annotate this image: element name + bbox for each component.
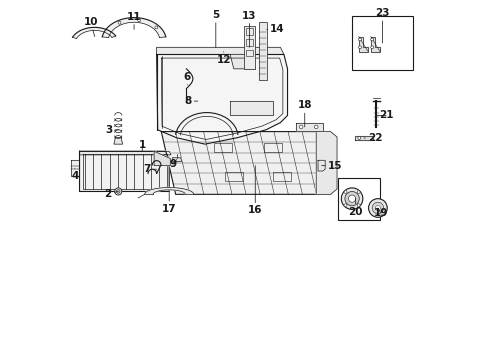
Text: 13: 13 (242, 11, 256, 47)
Circle shape (299, 125, 303, 129)
Circle shape (370, 38, 373, 41)
Text: 19: 19 (373, 208, 387, 218)
Polygon shape (161, 132, 330, 194)
Polygon shape (172, 158, 182, 161)
Text: 18: 18 (297, 100, 311, 127)
Polygon shape (296, 123, 322, 131)
Circle shape (116, 190, 120, 193)
Polygon shape (144, 188, 193, 194)
Circle shape (344, 192, 359, 206)
Polygon shape (230, 101, 273, 116)
Text: 8: 8 (184, 96, 198, 106)
Circle shape (358, 38, 361, 41)
Text: 21: 21 (376, 111, 393, 121)
Text: 15: 15 (321, 161, 342, 171)
Polygon shape (316, 132, 336, 194)
Polygon shape (80, 151, 171, 155)
Text: 11: 11 (126, 12, 141, 30)
Text: 12: 12 (216, 51, 230, 65)
Bar (214, 143, 231, 152)
Circle shape (344, 191, 346, 193)
Polygon shape (72, 27, 116, 39)
Circle shape (118, 21, 121, 24)
Circle shape (348, 195, 355, 202)
Circle shape (358, 46, 361, 49)
Bar (258, 22, 266, 80)
Text: 14: 14 (266, 24, 284, 35)
Polygon shape (156, 54, 287, 144)
Circle shape (371, 202, 383, 214)
Text: 9: 9 (169, 159, 176, 169)
Text: 23: 23 (375, 8, 389, 43)
Text: 17: 17 (162, 192, 176, 214)
Circle shape (370, 46, 373, 49)
Polygon shape (230, 54, 255, 69)
Bar (246, 28, 252, 35)
Bar (273, 172, 290, 181)
Circle shape (357, 191, 359, 193)
Polygon shape (354, 136, 372, 140)
Circle shape (357, 204, 359, 207)
Circle shape (341, 188, 362, 210)
Circle shape (115, 188, 122, 195)
Circle shape (155, 26, 158, 29)
Polygon shape (156, 47, 284, 54)
Text: 4: 4 (71, 168, 79, 181)
Circle shape (375, 206, 380, 211)
Polygon shape (114, 138, 122, 144)
Polygon shape (154, 151, 170, 166)
Circle shape (357, 136, 360, 139)
Circle shape (138, 19, 140, 22)
Polygon shape (70, 160, 79, 176)
Bar (244, 26, 254, 69)
Bar (246, 50, 252, 56)
Polygon shape (80, 151, 169, 192)
Circle shape (314, 125, 317, 129)
Text: 5: 5 (212, 10, 219, 47)
Bar (338, 178, 379, 220)
Polygon shape (370, 37, 379, 51)
Bar (351, 17, 412, 69)
Text: 2: 2 (104, 189, 118, 199)
Bar (246, 39, 252, 45)
Bar (264, 143, 282, 152)
Polygon shape (102, 18, 165, 38)
Text: 7: 7 (143, 164, 156, 174)
Text: 3: 3 (105, 125, 119, 135)
Circle shape (344, 204, 346, 207)
Circle shape (368, 199, 386, 217)
Bar (224, 172, 242, 181)
Text: 6: 6 (183, 72, 190, 85)
Text: 10: 10 (83, 17, 98, 37)
Text: 16: 16 (247, 166, 262, 216)
Polygon shape (358, 37, 367, 51)
Text: 20: 20 (348, 199, 362, 217)
Polygon shape (317, 160, 325, 171)
Text: 1: 1 (139, 140, 145, 151)
Text: 22: 22 (363, 133, 382, 143)
